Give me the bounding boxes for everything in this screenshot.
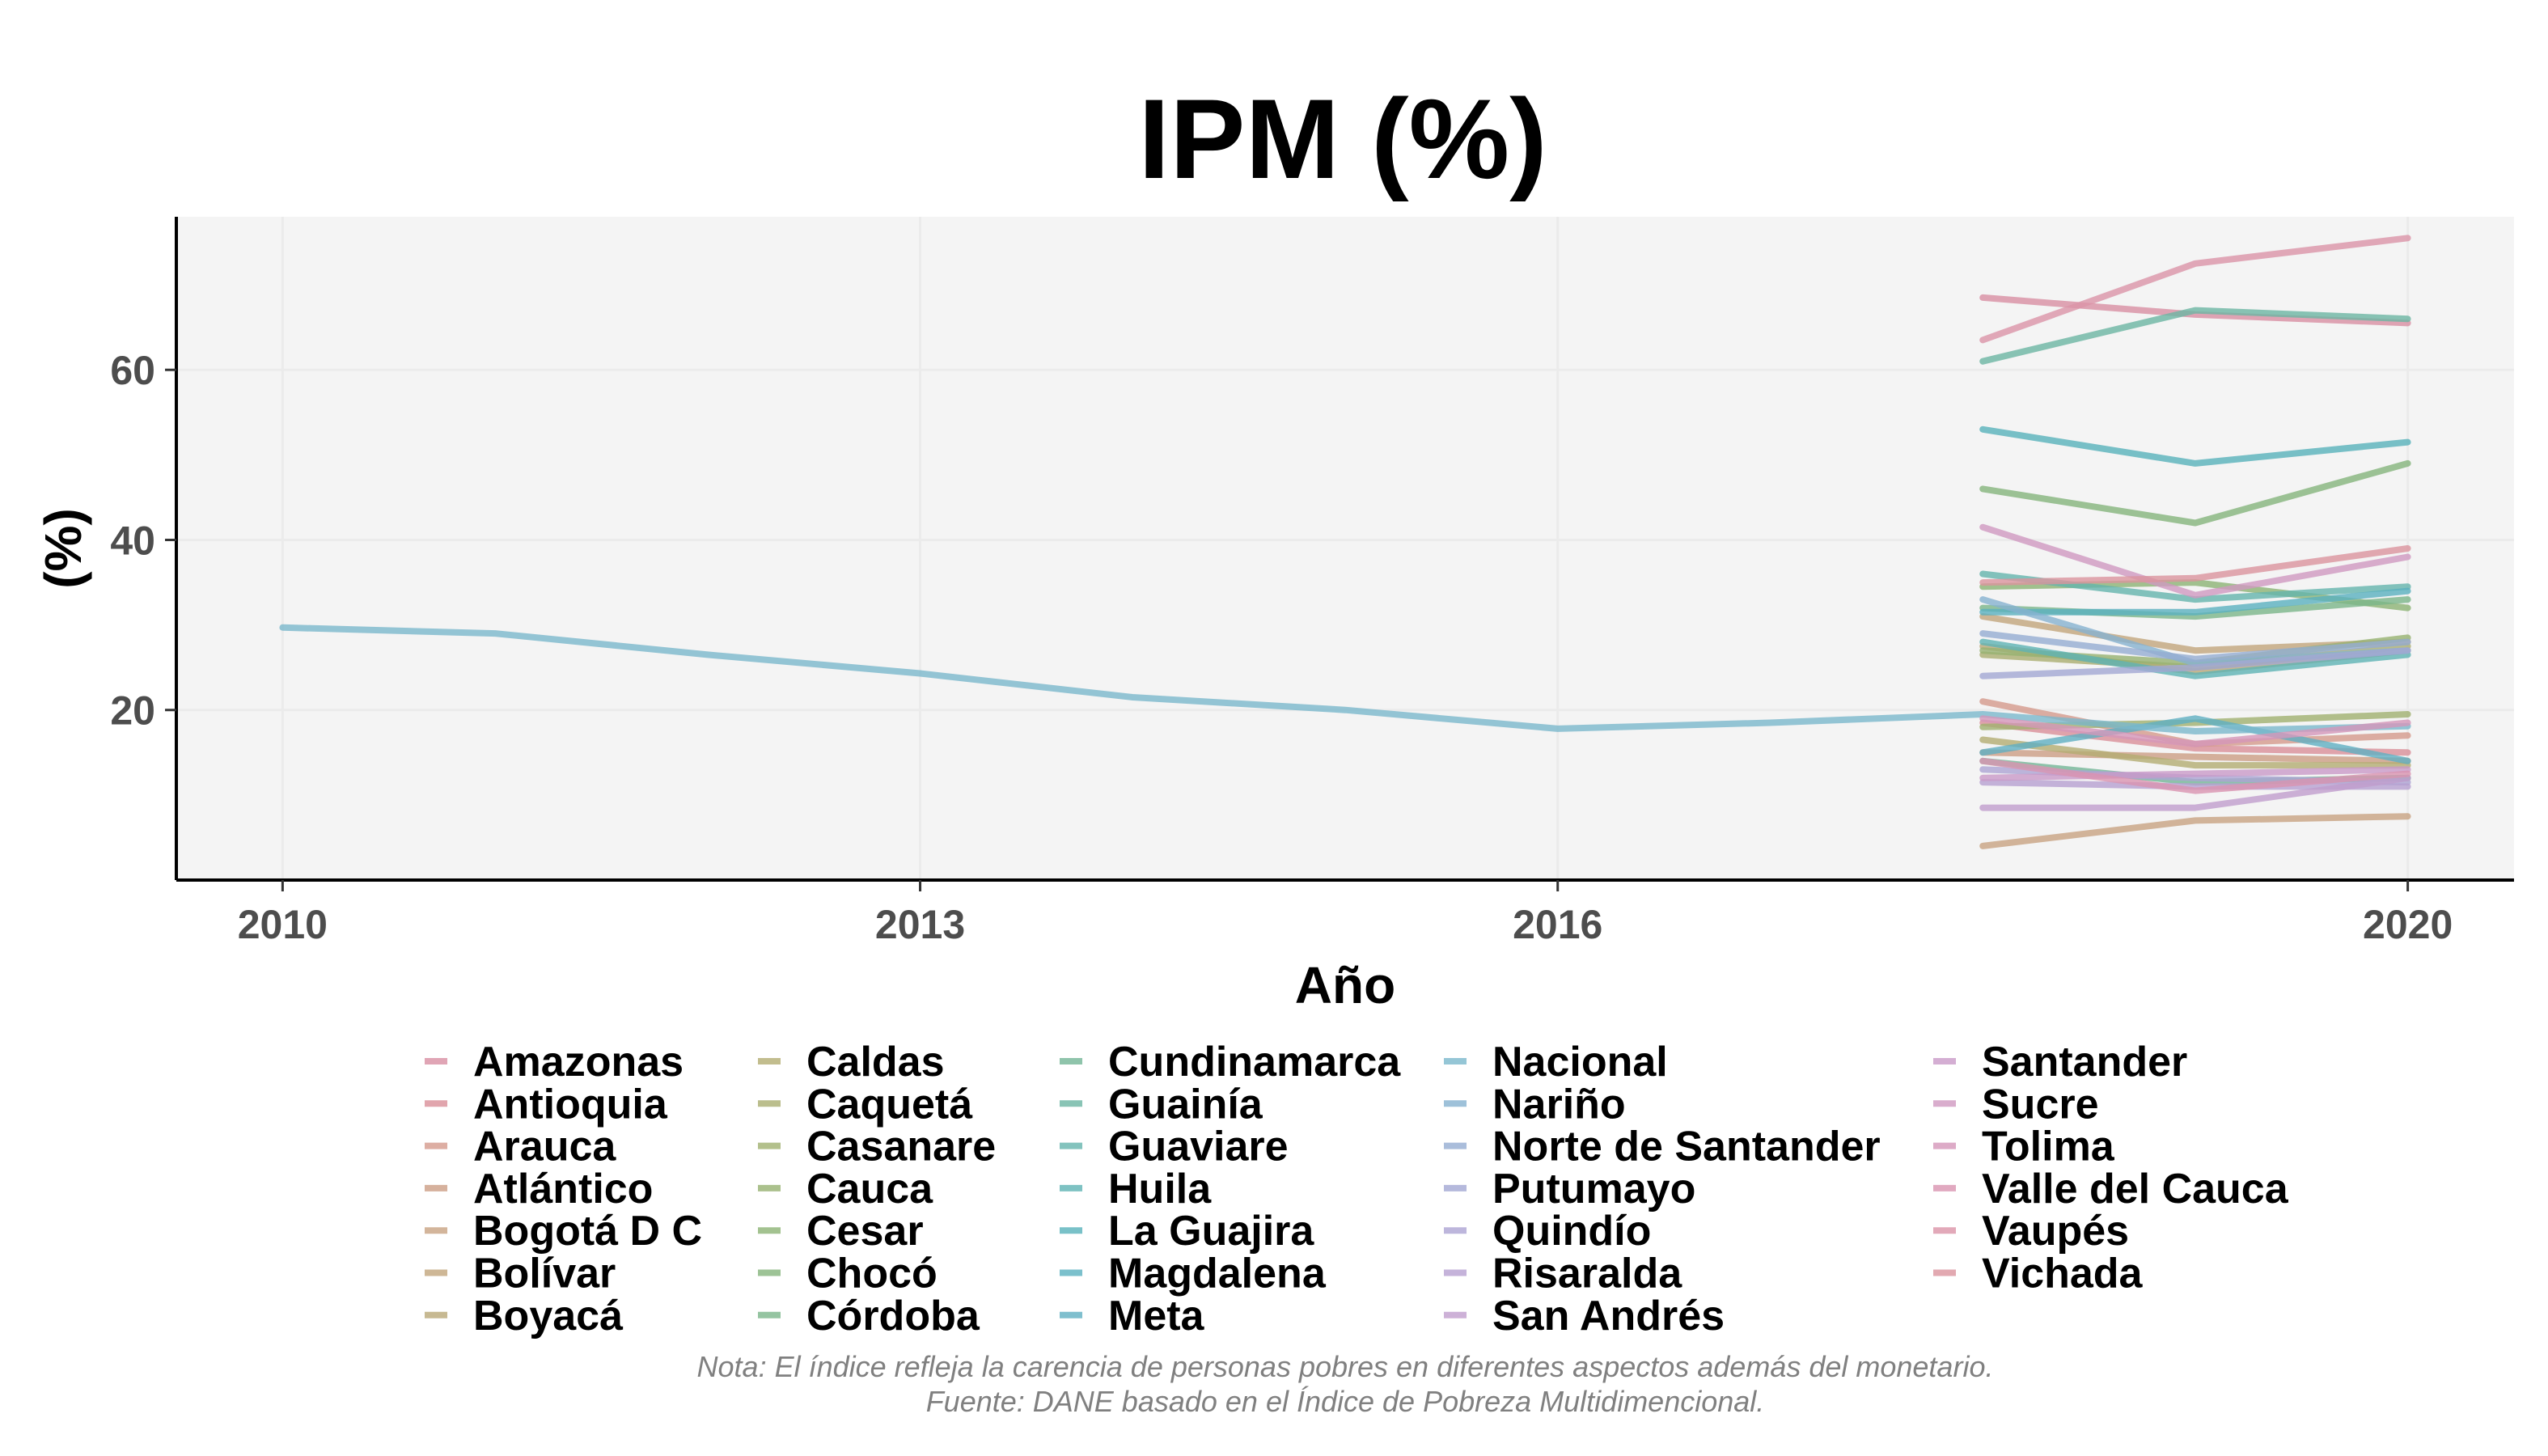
legend-label: Caquetá <box>806 1081 973 1128</box>
legend-label: Córdoba <box>806 1293 980 1340</box>
series-line-tolima <box>1979 715 2411 747</box>
legend-label: Santander <box>1982 1039 2187 1086</box>
footer-source: Fuente: DANE basado en el Índice de Pobr… <box>926 1385 1765 1418</box>
series-line-guainia <box>1979 307 2411 365</box>
series-line-vichada <box>1979 545 2411 586</box>
legend-label: Caldas <box>806 1039 945 1086</box>
x-tick-label: 2016 <box>1513 902 1602 947</box>
grid-lines <box>176 217 2514 880</box>
series-line-amazonas <box>1979 294 2411 327</box>
legend-label: Magdalena <box>1108 1251 1327 1297</box>
legend-label: Antioquia <box>473 1081 668 1128</box>
series-layer <box>279 235 2411 849</box>
legend-label: Sucre <box>1982 1081 2099 1128</box>
series-line-valle-del-cauca <box>1979 757 2411 794</box>
legend-label: Nacional <box>1492 1039 1668 1086</box>
legend-label: Guaviare <box>1108 1124 1289 1170</box>
legend-label: Boyacá <box>473 1293 624 1340</box>
legend-label: Bogotá D C <box>473 1208 702 1255</box>
legend-label: Bolívar <box>473 1251 616 1297</box>
series-line-bogota-d-c <box>1979 813 2411 849</box>
series-line-norte-de-santander <box>1979 630 2411 662</box>
legend-label: Huila <box>1108 1166 1212 1213</box>
legend-label: San Andrés <box>1492 1293 1725 1340</box>
y-axis-ticks: 20 40 60 <box>110 348 176 734</box>
x-tick-label: 2010 <box>238 902 328 947</box>
series-line-la-guajira <box>1979 425 2411 467</box>
series-line-antioquia <box>1979 719 2411 756</box>
legend-label: Vaupés <box>1982 1208 2129 1255</box>
chart-title: IPM (%) <box>1138 75 1547 202</box>
series-line-nacional <box>279 624 2411 734</box>
y-tick-label: 40 <box>110 518 155 563</box>
legend-label: Chocó <box>806 1251 938 1297</box>
legend-label: Arauca <box>473 1124 616 1170</box>
y-tick-label: 60 <box>110 348 155 393</box>
x-tick-label: 2013 <box>875 902 965 947</box>
legend-label: Cesar <box>806 1208 924 1255</box>
series-line-sucre <box>1979 523 2411 599</box>
series-line-huila <box>1979 638 2411 679</box>
series-line-putumayo <box>1979 647 2411 679</box>
legend-label: Guainía <box>1108 1081 1263 1128</box>
series-line-santander <box>1979 766 2411 781</box>
legend-label: Meta <box>1108 1293 1205 1340</box>
y-axis-title: (%) <box>34 508 92 589</box>
legend-label: Putumayo <box>1492 1166 1695 1213</box>
series-line-san-andres <box>1979 774 2411 811</box>
legend-label: Risaralda <box>1492 1251 1682 1297</box>
legend-label: La Guajira <box>1108 1208 1314 1255</box>
legend-label: Cundinamarca <box>1108 1039 1401 1086</box>
series-line-meta <box>1979 715 2411 764</box>
x-axis-ticks: 2010 2013 2016 2020 <box>238 880 2453 947</box>
legend-label: Tolima <box>1982 1124 2115 1170</box>
x-tick-label: 2020 <box>2363 902 2453 947</box>
series-line-magdalena <box>1979 587 2411 616</box>
legend-label: Norte de Santander <box>1492 1124 1881 1170</box>
footer-note: Nota: El índice refleja la carencia de p… <box>697 1350 1994 1383</box>
series-line-vaupes <box>1979 235 2411 344</box>
legend-label: Valle del Cauca <box>1982 1166 2289 1213</box>
legend-label: Quindío <box>1492 1208 1651 1255</box>
legend-label: Cauca <box>806 1166 933 1213</box>
x-axis-title: Año <box>1295 956 1395 1014</box>
legend-label: Casanare <box>806 1124 996 1170</box>
series-line-caldas <box>1979 736 2411 769</box>
series-line-choco <box>1979 459 2411 527</box>
y-tick-label: 20 <box>110 688 155 734</box>
legend-label: Amazonas <box>473 1039 684 1086</box>
legend-label: Vichada <box>1982 1251 2144 1297</box>
legend-label: Nariño <box>1492 1081 1626 1128</box>
series-line-atlantico <box>1979 749 2411 764</box>
legend-label: Atlántico <box>473 1166 653 1213</box>
